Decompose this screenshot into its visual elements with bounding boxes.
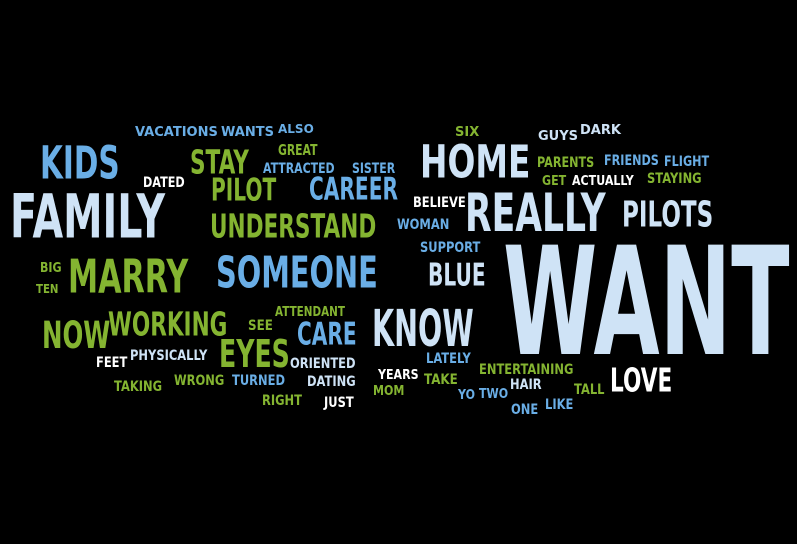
word-dated: DATED [143,175,185,191]
word-home: HOME [420,135,531,189]
word-pilots: PILOTS [622,193,714,236]
word-just: JUST [324,395,354,411]
word-sister: SISTER [352,161,396,177]
word-dating: DATING [307,374,356,390]
word-two: TWO [479,387,509,402]
word-great: GREAT [278,141,318,159]
word-career: CAREER [309,170,398,207]
word-love: LOVE [610,361,673,401]
word-wants: WANTS [221,125,274,140]
word-pilot: PILOT [211,171,277,208]
word-feet: FEET [96,355,128,371]
word-flight: FLIGHT [664,154,710,170]
word-mom: MOM [373,384,405,399]
word-understand: UNDERSTAND [210,207,377,247]
word-see: SEE [248,318,273,334]
word-vacations: VACATIONS [135,125,218,140]
word-entertaining: ENTERTAINING [479,362,574,378]
word-tall: TALL [574,382,605,398]
word-lately: LATELY [426,351,471,367]
word-stay: STAY [190,143,249,183]
word-staying: STAYING [647,171,702,187]
word-know: KNOW [372,298,474,358]
word-years: YEARS [378,368,419,383]
word-support: SUPPORT [420,240,481,256]
word-family: FAMILY [10,181,166,252]
word-right: RIGHT [262,393,302,409]
word-attracted: ATTRACTED [263,161,335,177]
word-now: NOW [42,313,111,358]
word-friends: FRIENDS [604,153,659,169]
word-wrong: WRONG [174,373,225,389]
word-oriented: ORIENTED [290,356,356,372]
word-like: LIKE [545,397,574,413]
word-working: WORKING [108,305,228,345]
word-blue: BLUE [428,256,486,293]
word-ten: TEN [36,282,59,296]
word-big: BIG [40,261,62,276]
word-want: WANT [503,216,790,390]
word-woman: WOMAN [397,217,450,233]
word-attendant: ATTENDANT [275,305,345,320]
word-parents: PARENTS [537,155,595,171]
word-marry: MARRY [68,249,189,304]
word-one: ONE [511,402,539,418]
word-yo: YO [458,388,476,403]
word-kids: KIDS [40,136,120,190]
word-guys: GUYS [538,129,579,144]
word-eyes: EYES [219,332,290,377]
word-actually: ACTUALLY [572,174,634,189]
word-taking: TAKING [114,379,163,395]
word-turned: TURNED [232,373,285,389]
word-someone: SOMEONE [216,247,378,299]
word-care: CARE [297,315,357,352]
word-take: TAKE [424,372,458,388]
word-also: ALSO [278,122,314,136]
word-get: GET [542,174,567,189]
word-six: SIX [455,125,480,140]
word-physically: PHYSICALLY [130,348,208,364]
word-dark: DARK [580,123,621,138]
word-believe: BELIEVE [413,195,466,211]
word-hair: HAIR [510,377,542,393]
word-really: REALLY [465,182,606,245]
